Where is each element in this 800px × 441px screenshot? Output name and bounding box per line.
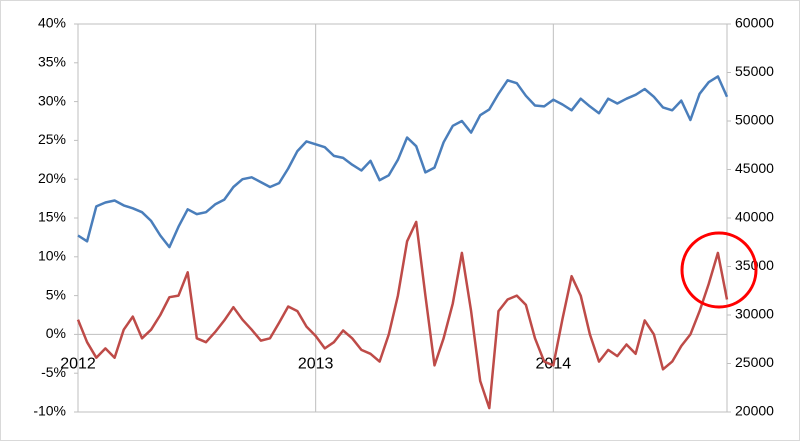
series-line [77, 75, 729, 249]
y-tick-label: 35% [38, 54, 66, 70]
y-tick-label: 30% [38, 92, 66, 108]
y-tick-label: -10% [33, 403, 66, 419]
y-tick-label: 40% [38, 15, 66, 31]
y-tick-label: 25% [38, 131, 66, 147]
y-tick-label: 10% [38, 248, 66, 264]
x-tick-label: 2012 [60, 356, 96, 373]
y-tick-label: 0% [46, 325, 66, 341]
x-tick-label: 2013 [298, 356, 334, 373]
y2-tick-label: 45000 [735, 160, 774, 176]
y2-tick-label: 50000 [735, 112, 774, 128]
y-tick-label: 20% [38, 170, 66, 186]
y-tick-label: -5% [41, 364, 66, 380]
y2-tick-label: 30000 [735, 306, 774, 322]
y2-tick-label: 60000 [735, 15, 774, 31]
highlight-circle [680, 231, 758, 309]
y2-tick-label: 20000 [735, 403, 774, 419]
y-tick-label: 5% [46, 286, 66, 302]
series-line [76, 220, 729, 410]
y2-tick-label: 25000 [735, 354, 774, 370]
y-tick-label: 15% [38, 209, 66, 225]
y2-tick-label: 40000 [735, 209, 774, 225]
y2-tick-label: 55000 [735, 63, 774, 79]
